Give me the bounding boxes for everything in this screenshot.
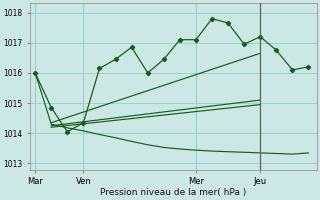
X-axis label: Pression niveau de la mer( hPa ): Pression niveau de la mer( hPa ) <box>100 188 247 197</box>
